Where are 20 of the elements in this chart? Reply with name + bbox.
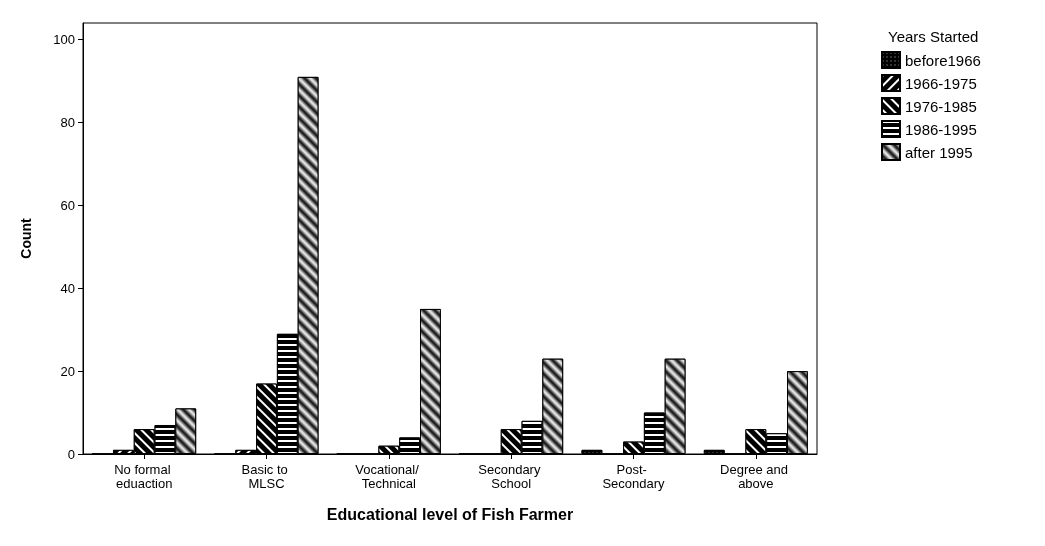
legend-title: Years Started xyxy=(888,28,979,45)
y-tick-label: 40 xyxy=(60,280,75,296)
legend-label: 1976-1985 xyxy=(905,97,977,115)
legend-label: before1966 xyxy=(905,51,981,69)
x-tick-label: Degree and above xyxy=(720,461,792,491)
y-tick-label: 80 xyxy=(60,114,75,130)
y-tick-label: 100 xyxy=(53,32,75,48)
x-axis-title: Educational level of Fish Farmer xyxy=(326,505,574,523)
legend-label: after 1995 xyxy=(905,143,973,161)
legend-label: 1986-1995 xyxy=(905,120,977,138)
x-tick-label: Vocational/ Technical xyxy=(355,461,423,491)
x-tick-label: Basic to MLSC xyxy=(241,461,292,491)
y-tick-label: 0 xyxy=(67,446,75,462)
legend-label: 1966-1975 xyxy=(905,74,977,92)
y-tick-label: 60 xyxy=(60,197,75,213)
x-tick-label: Post- Secondary xyxy=(602,461,666,491)
x-tick-label: Secondary School xyxy=(478,461,545,491)
y-tick-label: 20 xyxy=(60,363,75,379)
y-axis-title: Count xyxy=(18,217,34,259)
x-tick-label: No formal eduaction xyxy=(114,461,175,491)
